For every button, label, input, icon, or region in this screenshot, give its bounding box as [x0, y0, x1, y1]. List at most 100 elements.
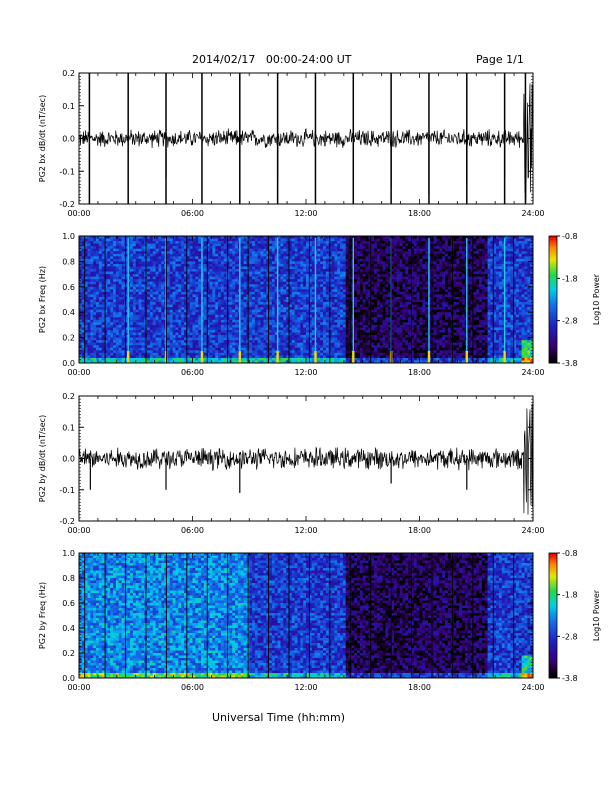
spectrogram-cell [271, 357, 276, 361]
spectrogram-cell [243, 248, 247, 252]
spectrogram-cell [328, 355, 332, 359]
spectrogram-cell [342, 317, 347, 321]
spectrogram-cell [172, 337, 176, 341]
spectrogram-cell [297, 329, 301, 333]
spectrogram-cell [158, 296, 162, 300]
spectrogram-cell [320, 289, 324, 293]
spectrogram-cell [223, 304, 227, 308]
spectrogram-cell [243, 241, 247, 245]
spectrogram-cell [113, 258, 117, 262]
spectrogram-cell [132, 296, 137, 300]
spectrogram-cell [323, 340, 327, 344]
spectrogram-cell [331, 243, 335, 247]
spectrogram-cell [147, 302, 151, 305]
spectrogram-cell [235, 263, 239, 267]
spectrogram-cell [121, 299, 125, 303]
spectrogram-cell [110, 243, 114, 247]
spectrogram-cell [297, 347, 301, 351]
spectrogram-cell [308, 294, 313, 298]
spectrogram-cell [240, 299, 244, 303]
spectrogram-cell [300, 319, 304, 323]
spectrogram-cell [118, 342, 122, 346]
spectrogram-cell [280, 248, 284, 252]
spectrogram-cell [271, 309, 276, 313]
spectrogram-cell [260, 335, 264, 338]
spectrogram-cell [328, 296, 332, 300]
spectrogram-cell [90, 314, 94, 318]
spectrogram-cell [113, 291, 117, 295]
spectrogram-cell [223, 317, 227, 321]
spectrogram-cell [101, 256, 105, 260]
spectrogram-cell [240, 291, 244, 295]
spectrogram-cell [249, 263, 253, 267]
spectrogram-cell [121, 335, 125, 338]
spectrogram-cell [317, 352, 321, 356]
spectrogram-cell [325, 340, 330, 344]
spectrogram-cell [161, 281, 165, 285]
spectrogram-cell [181, 261, 185, 265]
spectrogram-cell [169, 286, 174, 290]
spectrogram-cell [306, 347, 310, 351]
spectrogram-cell [240, 274, 244, 278]
spectrogram-cell [334, 241, 338, 245]
spectrogram-cell [269, 335, 273, 338]
spectrogram-cell [161, 248, 165, 252]
spectrogram-cell [161, 256, 165, 260]
spectrogram-cell [331, 307, 335, 311]
spectrogram-cell [206, 317, 210, 321]
spectrogram-cell [101, 350, 105, 354]
spectrogram-cell [252, 274, 256, 278]
spectrogram-cell [147, 342, 151, 346]
spectrogram-cell [331, 357, 335, 361]
spectrogram-cell [283, 289, 287, 293]
spectrogram-cell [218, 279, 222, 283]
spectrogram-cell [107, 357, 111, 361]
spectrogram-cell [186, 319, 191, 323]
spectrogram-cell [308, 248, 313, 252]
spectrogram-cell [266, 291, 270, 295]
spectrogram-cell [325, 322, 330, 326]
spectrogram-cell [249, 281, 253, 285]
spectrogram-cell [218, 299, 222, 303]
spectrogram-cell [334, 256, 338, 260]
spectrogram-cell [115, 317, 120, 321]
spectrogram-cell [320, 327, 324, 331]
spectrogram-cell [169, 261, 174, 265]
spectrogram-cell [337, 294, 341, 298]
spectrogram-cell [90, 236, 94, 239]
spectrogram-cell [110, 319, 114, 323]
spectrogram-cell [98, 261, 103, 265]
spectrogram-cell [303, 317, 307, 321]
spectrogram-cell [93, 352, 97, 356]
spectrogram-cell [130, 307, 134, 311]
spectrogram-cell [169, 284, 174, 288]
spectrogram-cell [152, 286, 157, 290]
spectrogram-cell [203, 246, 208, 250]
spectrogram-cell [337, 269, 341, 272]
spectrogram-cell [115, 238, 120, 242]
spectrogram-cell [269, 248, 273, 252]
spectrogram-cell [294, 284, 298, 288]
spectrogram-cell [155, 291, 159, 295]
spectrogram-cell [243, 329, 247, 333]
spectrogram-cell [141, 253, 145, 257]
spectrogram-cell [96, 291, 100, 295]
spectrogram-cell [240, 347, 244, 351]
spectrogram-cell [209, 296, 213, 300]
spectrogram-cell [93, 289, 97, 293]
spectrogram-cell [331, 347, 335, 351]
spectrogram-cell [212, 271, 216, 275]
spectrogram-cell [286, 274, 290, 278]
spectrogram-cell [342, 340, 347, 344]
spectrogram-cell [257, 350, 261, 354]
spectrogram-cell [175, 350, 179, 354]
spectrogram-cell [87, 274, 91, 278]
spectrogram-cell [101, 322, 105, 326]
spectrogram-cell [206, 350, 210, 354]
spectrogram-cell [240, 314, 244, 318]
spectrogram-cell [288, 312, 293, 316]
spectrogram-cell [149, 238, 154, 242]
spectrogram-cell [331, 253, 335, 257]
spectrogram-cell [155, 312, 159, 316]
spectrogram-cell [300, 322, 304, 326]
